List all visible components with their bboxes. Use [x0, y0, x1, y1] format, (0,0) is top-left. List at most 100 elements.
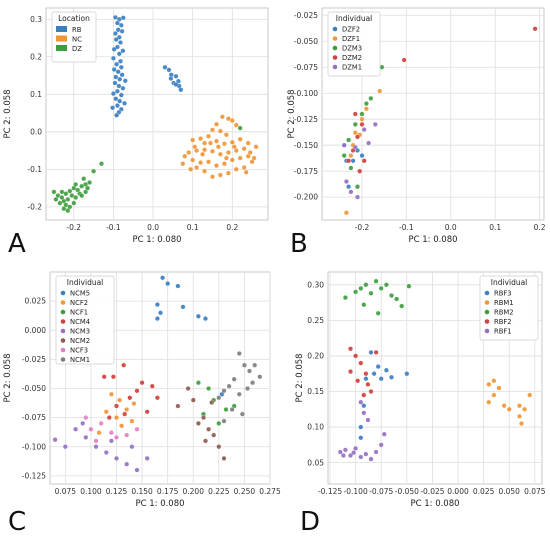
- x-tick-label: 0.075: [55, 487, 77, 496]
- data-point: [346, 184, 352, 190]
- series-NCM1: [216, 351, 263, 424]
- data-point: [517, 403, 522, 409]
- y-tick-label: -0.200: [294, 193, 318, 202]
- data-point: [371, 371, 377, 377]
- panel-D: -0.125 -0.100 -0.075 -0.050 -0.025 0.000 0.025…: [295, 271, 546, 537]
- x-tick-label: 0.2: [226, 223, 238, 232]
- x-tick-label: 0.000: [447, 487, 469, 496]
- data-point: [114, 20, 120, 26]
- data-point: [216, 444, 222, 450]
- data-point: [401, 57, 407, 63]
- data-point: [103, 450, 109, 455]
- data-point: [358, 454, 364, 460]
- data-point: [229, 407, 235, 412]
- data-point: [118, 92, 124, 98]
- data-point: [225, 170, 231, 176]
- data-point: [154, 316, 160, 322]
- data-point: [217, 172, 223, 178]
- data-point: [73, 426, 79, 432]
- y-tick-label: 0.2: [30, 52, 42, 61]
- data-point: [229, 139, 235, 145]
- data-point: [120, 85, 126, 91]
- y-tick-label: -0.150: [294, 141, 318, 150]
- data-point: [114, 88, 120, 94]
- data-point: [114, 112, 120, 118]
- legend-marker: [60, 319, 66, 324]
- data-point: [110, 105, 116, 111]
- data-point: [175, 78, 181, 84]
- legend-marker: [332, 64, 338, 70]
- panel-A: -0.2 -0.1 0.0 0.1 0.2 -0.2 -0.1 0.0 0.1 0.2 0.3 PC …: [3, 7, 269, 259]
- data-point: [73, 181, 79, 187]
- y-tick-label: 0.0: [30, 127, 42, 136]
- y-tick-label: -0.050: [294, 37, 318, 46]
- x-tick-label: 0.1: [489, 223, 501, 232]
- legend-label: NCM1: [70, 356, 90, 364]
- x-tick-label: -0.100: [344, 487, 368, 496]
- data-point: [186, 150, 192, 155]
- data-point: [71, 200, 77, 206]
- data-point: [210, 127, 215, 133]
- data-point: [113, 37, 119, 42]
- data-point: [190, 397, 196, 403]
- data-point: [241, 362, 247, 368]
- data-point: [375, 310, 381, 316]
- y-tick-label: -0.025: [294, 11, 318, 20]
- data-point: [110, 55, 116, 61]
- data-point: [188, 166, 194, 172]
- panel-B: -0.2 -0.1 0.0 0.1 0.2 -0.025 -0.050 -0.075 -0.10…: [287, 7, 546, 259]
- legend-swatch: [56, 45, 67, 51]
- data-point: [165, 281, 171, 287]
- x-tick-label: -0.2: [66, 223, 81, 232]
- data-point: [404, 371, 410, 377]
- data-point: [115, 69, 121, 75]
- legend-label: DZF2: [342, 26, 360, 34]
- legend-label: DZ: [72, 45, 82, 53]
- x-tick-label: 0.100: [80, 487, 102, 496]
- series-RBM2: [342, 278, 412, 316]
- data-point: [118, 64, 124, 70]
- x-tick-label: 0.075: [524, 487, 546, 496]
- legend-marker: [60, 357, 66, 362]
- data-point: [210, 174, 215, 180]
- legend-label: DZM3: [342, 45, 362, 53]
- data-point: [216, 420, 222, 426]
- data-point: [87, 180, 93, 185]
- legend-label: DZM1: [342, 64, 362, 72]
- data-point: [363, 106, 369, 112]
- x-tick-label: -0.075: [369, 487, 393, 496]
- legend-box: [479, 275, 539, 341]
- data-point: [247, 150, 253, 155]
- data-point: [366, 140, 372, 146]
- data-point: [162, 64, 168, 70]
- data-point: [53, 196, 59, 202]
- data-point: [67, 204, 73, 210]
- data-point: [144, 409, 150, 415]
- panel-label: C: [8, 507, 26, 537]
- y-tick-label: 0.05: [307, 458, 324, 467]
- data-point: [203, 438, 208, 444]
- data-point: [223, 407, 229, 412]
- data-point: [225, 150, 231, 155]
- data-point: [62, 444, 68, 450]
- legend-label: NC: [72, 36, 82, 44]
- data-point: [129, 444, 135, 450]
- data-point: [214, 163, 219, 169]
- data-point: [496, 385, 502, 391]
- data-point: [221, 388, 227, 394]
- x-axis-label: PC 1: 0.080: [410, 499, 459, 509]
- data-point: [348, 153, 354, 159]
- data-point: [341, 142, 347, 148]
- data-point: [229, 118, 235, 124]
- legend-box: [327, 11, 381, 77]
- data-point: [91, 168, 97, 174]
- legend-marker: [60, 300, 66, 305]
- y-axis-label: PC 2: 0.058: [3, 353, 13, 402]
- data-point: [111, 67, 117, 72]
- y-tick-label: -0.175: [294, 167, 318, 176]
- y-tick-label: -0.100: [294, 89, 318, 98]
- x-tick-label: 0.1: [187, 223, 199, 232]
- data-point: [112, 31, 118, 36]
- legend-label: NCM2: [70, 337, 90, 345]
